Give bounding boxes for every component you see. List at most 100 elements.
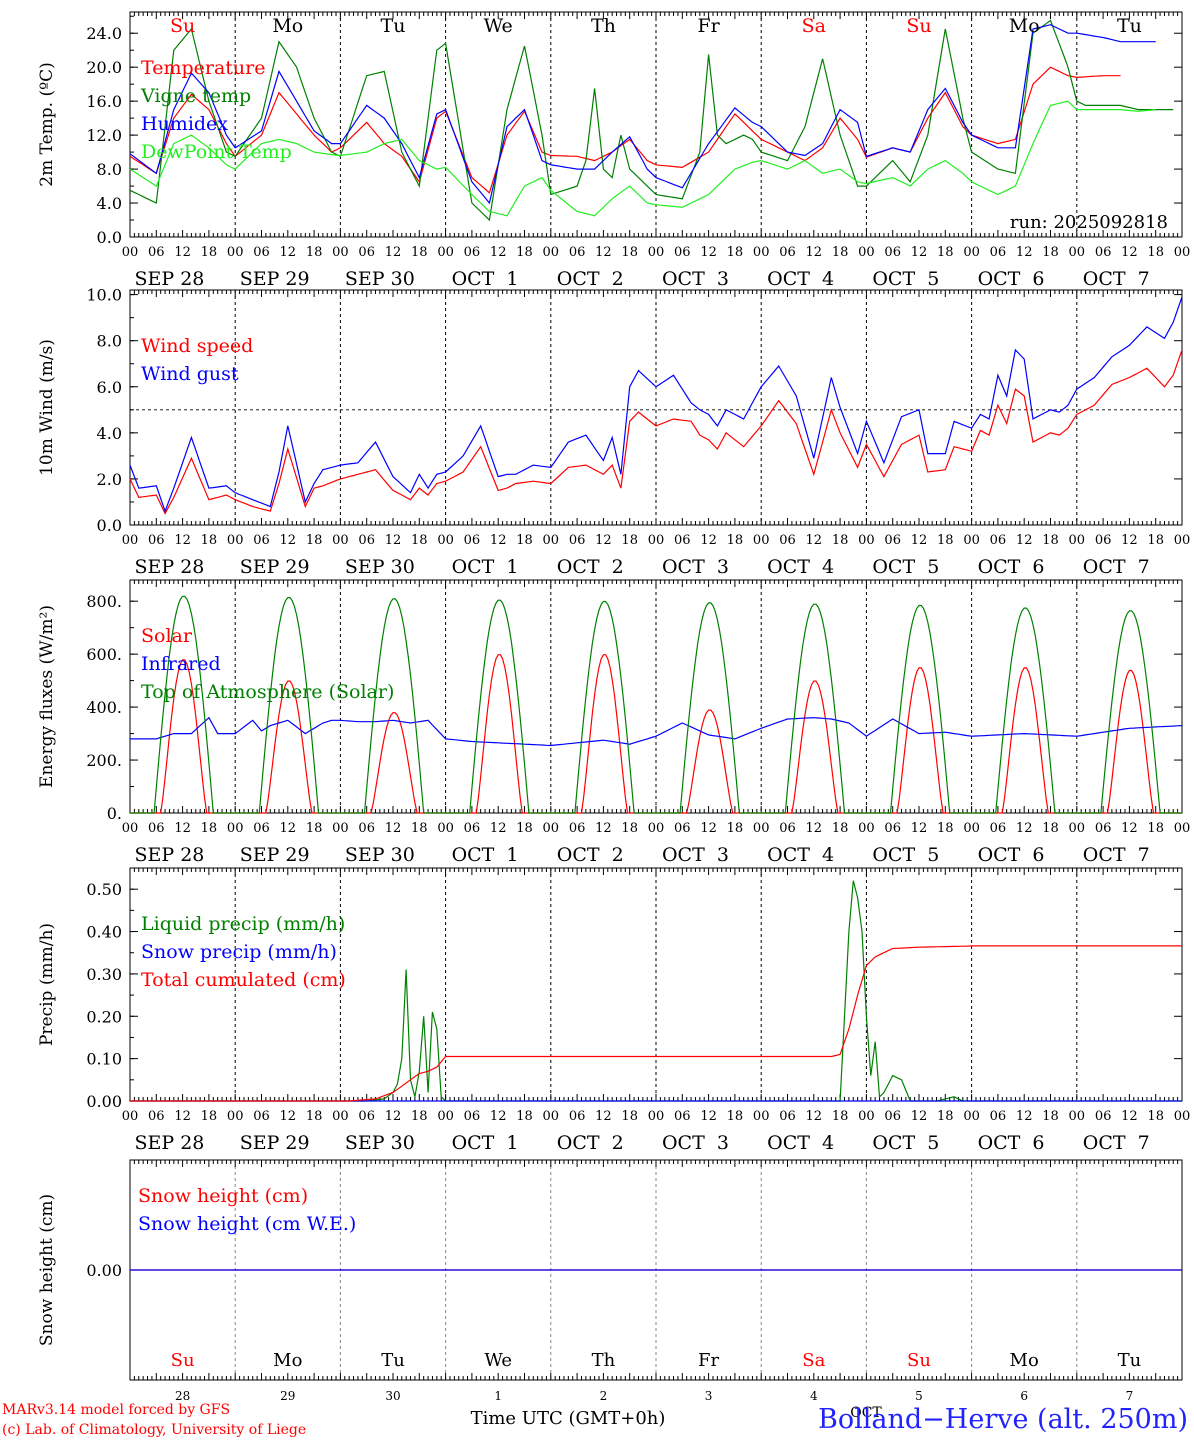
hour-label: 00 [1174,245,1191,260]
hour-label: 00 [963,1109,980,1124]
date-label: OCT 3 [662,268,729,290]
hour-label: 00 [437,245,454,260]
y-tick-label: 0.20 [86,1007,122,1026]
hour-label: 06 [148,533,165,548]
hour-label: 18 [516,245,533,260]
hour-label: 12 [1121,1109,1138,1124]
series-line [130,595,1182,814]
hour-label: 12 [1016,245,1033,260]
hour-label: 18 [516,821,533,836]
day-abbr: Su [907,1350,931,1371]
date-label: OCT 6 [978,844,1045,866]
hour-label: 18 [306,533,323,548]
date-label: SEP 29 [240,268,310,290]
date-label: OCT 3 [662,844,729,866]
y-axis-label: Snow height (cm) [37,1194,57,1346]
date-label: SEP 29 [240,1132,310,1154]
y-tick-label: 0.50 [86,880,122,899]
y-tick-label: 0. [107,804,122,823]
hour-label: 12 [595,245,612,260]
hour-label: 18 [1147,245,1164,260]
legend-entry: Infrared [141,653,221,675]
hour-label: 06 [990,1109,1007,1124]
y-tick-label: 20.0 [86,58,122,77]
hour-label: 00 [1069,533,1086,548]
legend-entry: Liquid precip (mm/h) [141,913,345,935]
day-abbr: Fr [698,1350,719,1371]
hour-label: 00 [332,821,349,836]
hour-label: 06 [1095,1109,1112,1124]
hour-label: 06 [884,821,901,836]
y-tick-label: 8.0 [97,160,122,179]
hour-label: 06 [253,821,270,836]
hour-label: 12 [911,1109,928,1124]
date-label: OCT 4 [767,844,834,866]
date-label: OCT 2 [557,1132,624,1154]
hour-label: 12 [174,1109,191,1124]
hour-label: 12 [385,533,402,548]
hour-label: 12 [911,533,928,548]
day-abbr: Th [592,1350,616,1371]
hour-label: 12 [490,245,507,260]
date-label: SEP 28 [135,268,205,290]
hour-label: 00 [543,533,560,548]
hour-label: 18 [621,1109,638,1124]
hour-label: 00 [1069,1109,1086,1124]
panel-snow: 0.00 Snow height (cm) Snow height (cm) Snow… [37,1159,1183,1403]
hour-label: 18 [832,1109,849,1124]
hour-label: 00 [963,245,980,260]
day-abbr: Mo [273,1350,302,1371]
hour-label: 12 [700,821,717,836]
legend-entry: Snow height (cm) [138,1185,308,1207]
hour-label: 00 [753,1109,770,1124]
day-abbr: Th [591,15,616,37]
hour-label: 06 [779,821,796,836]
hour-label: 06 [1095,533,1112,548]
hour-label: 12 [385,1109,402,1124]
hour-label: 00 [648,245,665,260]
date-label: OCT 4 [767,268,834,290]
legend-entry: DewPoint Temp [141,141,292,163]
y-tick-label: 0.0 [97,228,122,247]
hour-label: 00 [122,1109,139,1124]
hour-label: 18 [1147,821,1164,836]
legend-entry: Temperature [141,57,265,79]
date-label: SEP 30 [345,1132,415,1154]
hour-label: 06 [779,1109,796,1124]
hour-label: 00 [122,533,139,548]
hour-label: 00 [858,1109,875,1124]
day-abbr: We [484,1350,512,1371]
series-line [130,945,1182,1102]
hour-label: 00 [437,533,454,548]
hour-label: 18 [1147,533,1164,548]
hour-label: 00 [1174,533,1191,548]
hour-label: 18 [411,533,428,548]
hour-label: 06 [358,245,375,260]
lab-credit: (c) Lab. of Climatology, University of L… [2,1422,306,1438]
y-axis-label: Precip (mm/h) [37,923,57,1046]
date-label: OCT 7 [1083,844,1150,866]
hour-label: 00 [227,1109,244,1124]
hour-label: 12 [1121,821,1138,836]
date-label: OCT 2 [557,844,624,866]
y-tick-label: 0.00 [86,1261,122,1280]
hour-label: 18 [516,533,533,548]
hour-label: 06 [990,245,1007,260]
date-label: OCT 5 [872,1132,939,1154]
hour-label: 00 [858,245,875,260]
hour-label: 06 [1095,821,1112,836]
hour-label: 00 [648,533,665,548]
hour-label: 12 [700,245,717,260]
y-tick-label: 10.0 [86,286,122,305]
x-axis-label: Time UTC (GMT+0h) [471,1408,666,1429]
panel-energy: 0. 200. 400. 600. 800. Energy fluxes (W/m²) So… [37,579,1190,866]
hour-label: 00 [122,821,139,836]
hour-label: 06 [884,533,901,548]
panel-temp: 0.0 4.0 8.0 12.0 16.0 20.0 24.0 2m Temp. (ºC) Te… [37,11,1191,290]
hour-label: 00 [543,1109,560,1124]
day-number: 6 [1020,1389,1028,1403]
hour-label: 18 [937,533,954,548]
hour-label: 00 [437,821,454,836]
hour-label: 18 [832,821,849,836]
hour-label: 18 [727,245,744,260]
